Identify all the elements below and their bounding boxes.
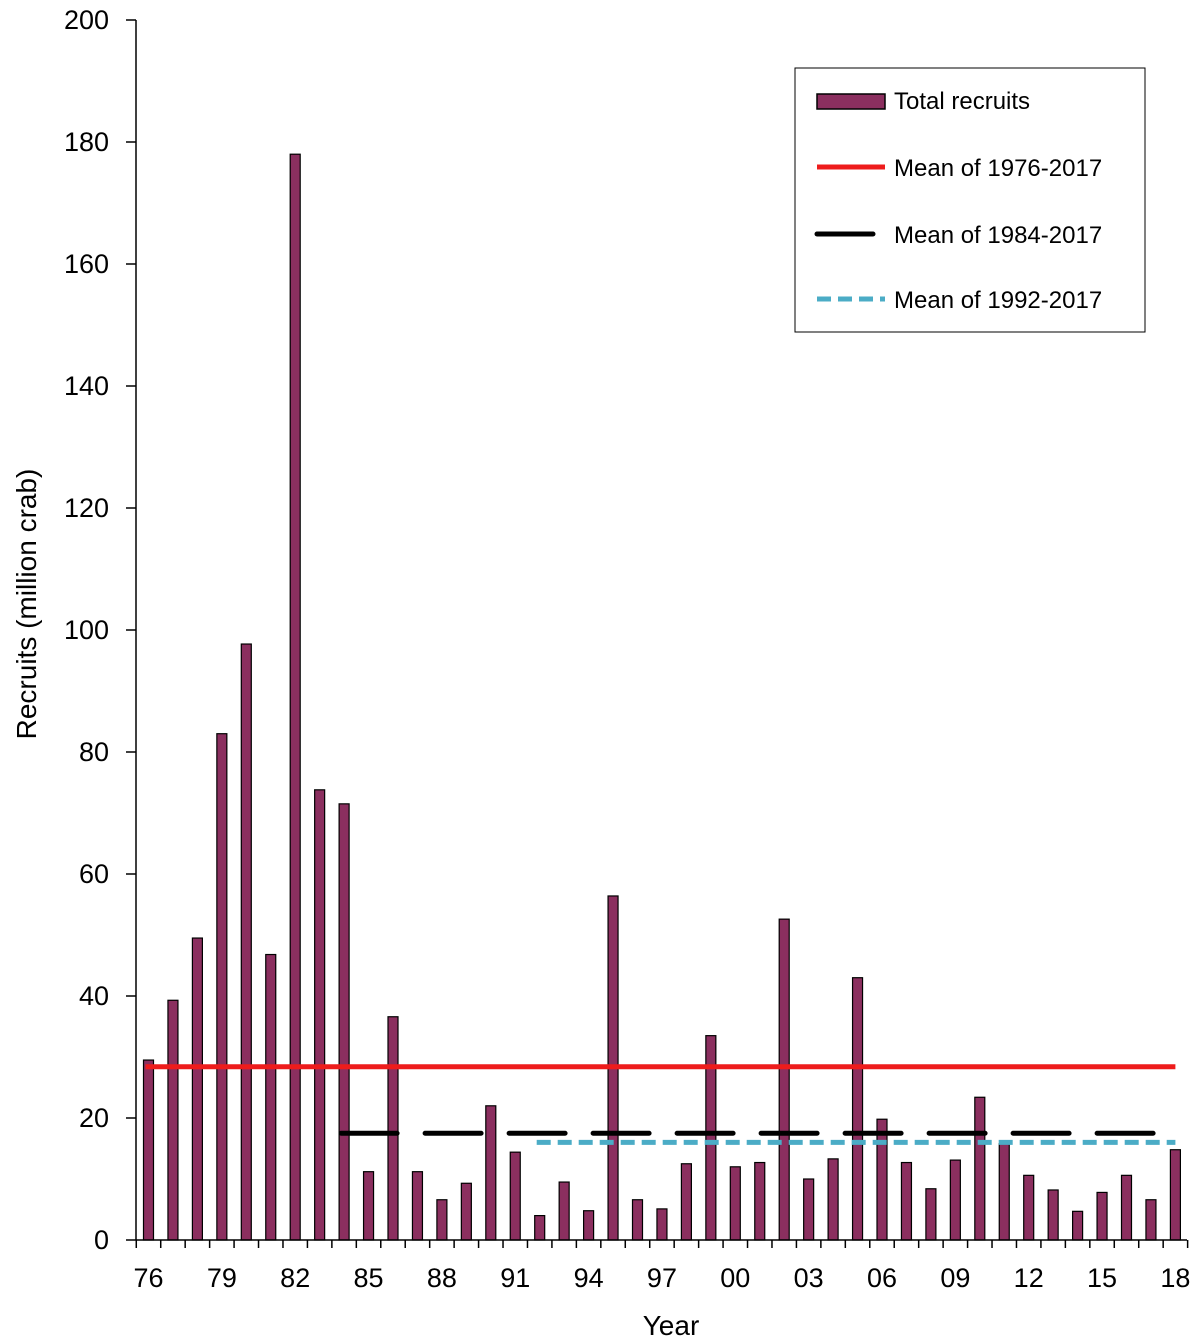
x-tick-label: 79	[207, 1263, 237, 1293]
bar-2008	[925, 1188, 937, 1241]
bar-1988	[436, 1199, 448, 1241]
bar-1987	[411, 1171, 424, 1241]
bar-2016	[1120, 1174, 1133, 1241]
x-tick-label: 15	[1087, 1263, 1117, 1293]
bar-2002	[778, 918, 790, 1241]
bar-2003	[803, 1178, 815, 1241]
y-axis-title: Recruits (million crab)	[11, 469, 42, 740]
bar-2011	[998, 1143, 1010, 1241]
bar-2006	[876, 1118, 888, 1241]
bar-2013	[1047, 1189, 1059, 1241]
legend-frame	[794, 67, 1146, 333]
bar-2018	[1169, 1149, 1182, 1241]
bar-1998	[680, 1163, 693, 1241]
bar-2004	[827, 1158, 839, 1241]
y-axis-ticks: 0 20 40 60 80 100 120 140 160 180 200	[64, 5, 136, 1255]
legend-label-mean-1984-2017: Mean of 1984-2017	[894, 222, 1102, 249]
x-tick-label: 88	[427, 1263, 457, 1293]
bar-1981	[265, 953, 277, 1241]
bar-2001	[754, 1161, 766, 1241]
bar-1979	[216, 733, 228, 1241]
bar-1997	[656, 1208, 668, 1241]
bar-1976	[142, 1059, 155, 1241]
y-tick-label: 180	[64, 127, 109, 157]
x-tick-label: 76	[133, 1263, 163, 1293]
x-tick-label: 18	[1160, 1263, 1190, 1293]
bar-1982	[289, 153, 301, 1241]
bar-1993	[558, 1181, 570, 1241]
x-tick-label: 94	[574, 1263, 604, 1293]
bar-1986	[387, 1016, 399, 1241]
y-tick-label: 40	[79, 981, 109, 1011]
y-tick-label: 200	[64, 5, 109, 35]
x-tick-label: 12	[1014, 1263, 1044, 1293]
y-tick-label: 100	[64, 615, 109, 645]
legend-swatch-total-recruits	[816, 93, 886, 110]
x-tick-label: 91	[500, 1263, 530, 1293]
x-axis-ticks: 76 79 82 85 88 91 94 97 00 03 06 09 12 15 18	[133, 1240, 1190, 1293]
y-tick-label: 120	[64, 493, 109, 523]
x-tick-label: 00	[720, 1263, 750, 1293]
x-tick-label: 82	[280, 1263, 310, 1293]
x-tick-label: 06	[867, 1263, 897, 1293]
y-tick-label: 160	[64, 249, 109, 279]
bar-1991	[509, 1151, 521, 1241]
bar-1980	[240, 643, 252, 1241]
y-tick-label: 0	[94, 1225, 109, 1255]
bar-1990	[485, 1105, 497, 1241]
bar-2014	[1071, 1210, 1084, 1241]
bar-2007	[900, 1161, 913, 1241]
bar-2017	[1145, 1199, 1157, 1241]
bar-2010	[974, 1096, 986, 1241]
y-tick-label: 20	[79, 1103, 109, 1133]
x-axis-title: Year	[643, 1310, 700, 1341]
y-tick-label: 60	[79, 859, 109, 889]
legend-label-mean-1976-2017: Mean of 1976-2017	[894, 155, 1102, 182]
x-tick-label: 03	[794, 1263, 824, 1293]
bar-1996	[631, 1199, 644, 1241]
bar-1977	[167, 999, 179, 1241]
x-tick-label: 85	[354, 1263, 384, 1293]
y-tick-label: 80	[79, 737, 109, 767]
bars-series	[142, 153, 1182, 1241]
legend-label-mean-1992-2017: Mean of 1992-2017	[894, 287, 1102, 314]
bar-2015	[1096, 1191, 1108, 1241]
bar-1983	[314, 789, 326, 1241]
legend: Total recruits Mean of 1976-2017 Mean of…	[794, 67, 1146, 333]
legend-label-total-recruits: Total recruits	[894, 88, 1030, 115]
bar-1989	[460, 1182, 472, 1241]
bar-1985	[362, 1171, 375, 1241]
x-tick-label: 97	[647, 1263, 677, 1293]
bar-2009	[949, 1159, 961, 1241]
bar-2000	[729, 1166, 741, 1241]
bar-2012	[1023, 1174, 1035, 1241]
mean-lines	[145, 1064, 1178, 1145]
bar-1978	[191, 937, 203, 1241]
bar-2005	[851, 977, 864, 1241]
bar-1984	[338, 803, 350, 1241]
x-tick-label: 09	[940, 1263, 970, 1293]
bar-1994	[582, 1210, 595, 1241]
bar-1992	[534, 1214, 546, 1241]
y-tick-label: 140	[64, 371, 109, 401]
